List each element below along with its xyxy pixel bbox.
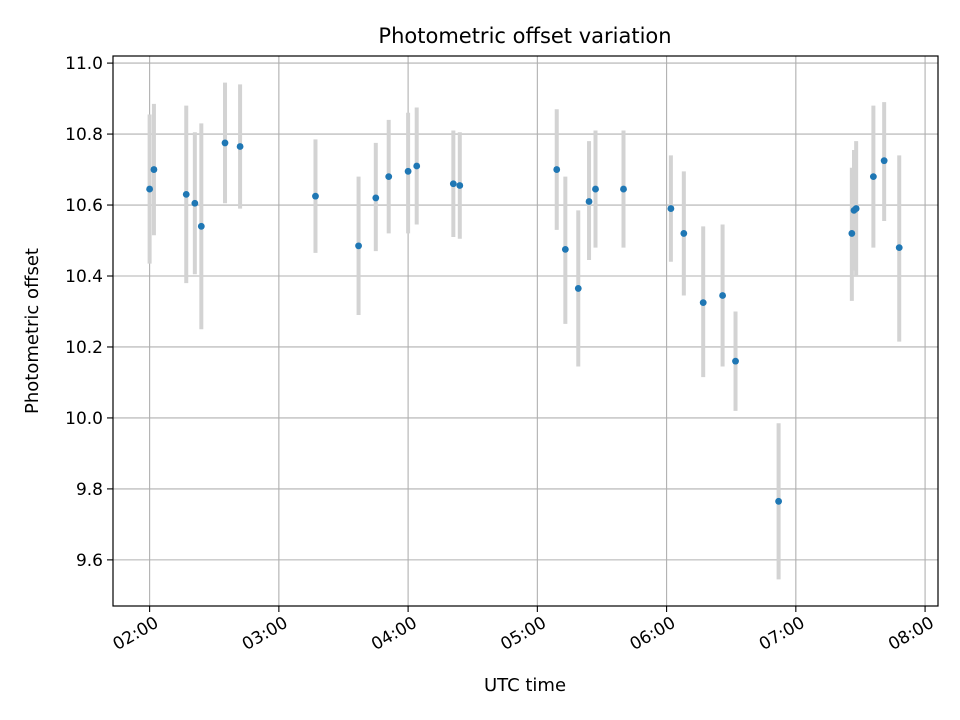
y-tick-label: 10.0 <box>65 409 103 429</box>
data-point <box>620 185 627 193</box>
data-point <box>197 222 205 230</box>
y-tick-label: 10.2 <box>65 338 103 358</box>
data-point <box>236 143 244 150</box>
plot-frame <box>112 55 939 607</box>
chart-title: Photometric offset variation <box>378 24 671 48</box>
y-tick-label: 10.6 <box>65 196 103 216</box>
data-point <box>775 497 783 505</box>
data-point <box>667 205 675 212</box>
y-tick-label: 10.4 <box>65 267 103 287</box>
grid-layer <box>113 56 938 606</box>
y-tick-label: 9.8 <box>76 480 103 500</box>
data-point <box>146 185 154 193</box>
point-layer <box>146 139 903 505</box>
y-axis-label: Photometric offset <box>22 248 43 414</box>
x-axis-label: UTC time <box>484 675 566 696</box>
data-point <box>456 182 464 189</box>
data-point <box>355 242 362 250</box>
data-point <box>312 192 319 200</box>
data-point <box>553 166 561 173</box>
data-point <box>732 357 739 365</box>
data-point <box>848 230 856 237</box>
data-point <box>592 185 599 193</box>
data-point <box>895 244 903 252</box>
data-point <box>585 198 593 205</box>
data-point <box>191 199 199 207</box>
data-point <box>385 173 393 181</box>
data-point <box>372 194 380 202</box>
data-point <box>449 180 457 188</box>
data-point <box>561 245 569 253</box>
data-point <box>404 167 412 175</box>
data-point <box>719 292 726 299</box>
data-point <box>182 190 190 198</box>
data-point <box>413 162 421 170</box>
data-point <box>680 230 688 237</box>
data-point <box>852 205 860 212</box>
y-tick-label: 9.6 <box>76 551 103 571</box>
data-point <box>869 173 877 181</box>
data-point <box>150 166 158 173</box>
data-point <box>574 285 582 292</box>
y-tick-label: 11.0 <box>65 54 103 74</box>
data-point <box>221 139 229 147</box>
y-tick-label: 10.8 <box>65 125 103 145</box>
data-point <box>880 157 888 165</box>
data-point <box>699 299 707 307</box>
